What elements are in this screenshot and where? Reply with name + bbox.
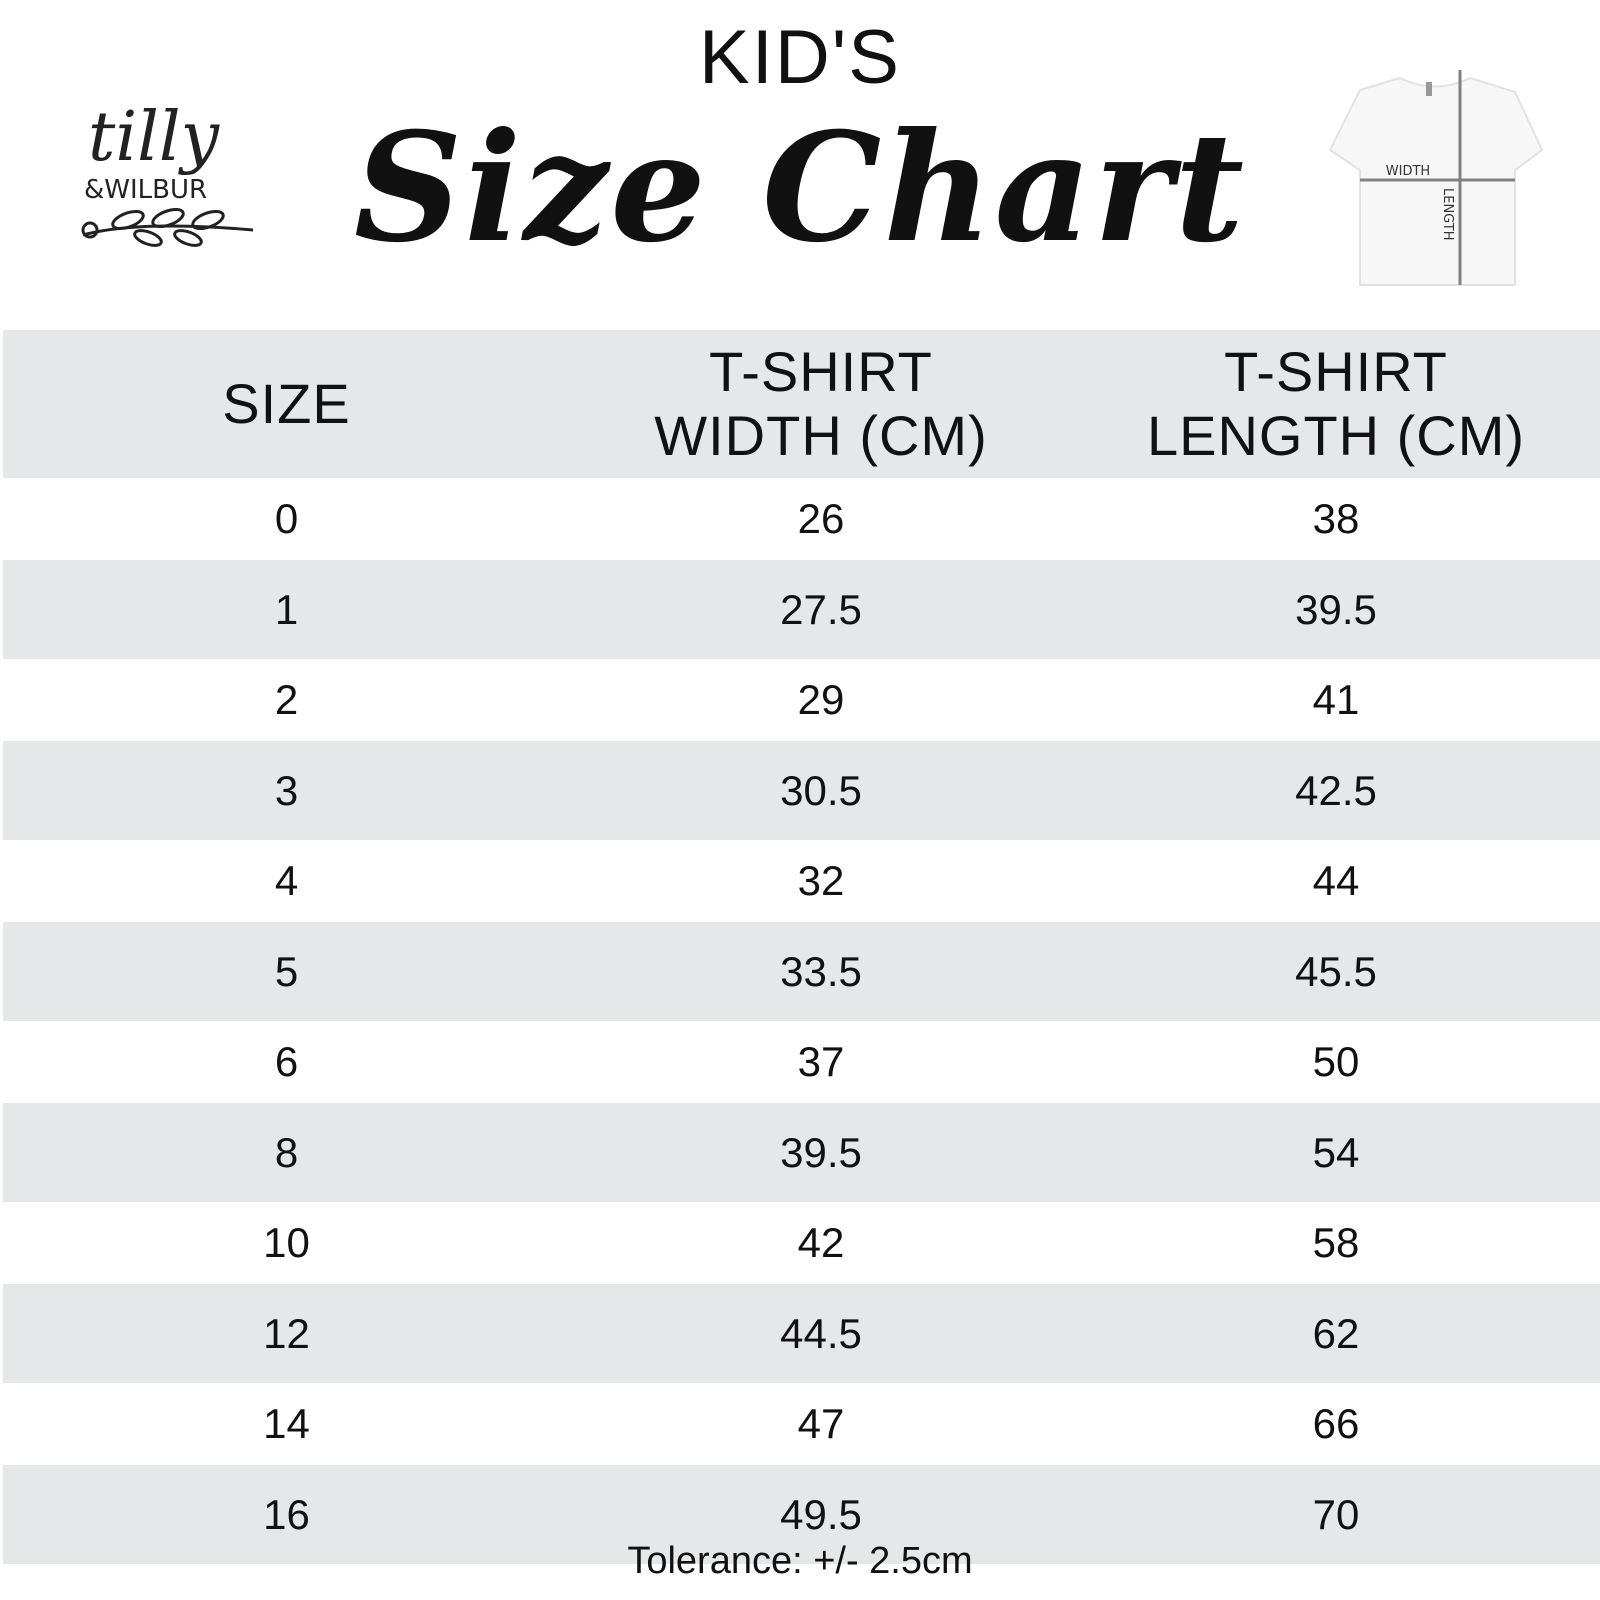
width-cell: 33.5 [570, 922, 1072, 1021]
length-label: LENGTH [1440, 188, 1455, 241]
tshirt-diagram: WIDTH LENGTH [1320, 70, 1550, 290]
svg-text:&WILBUR: &WILBUR [84, 175, 207, 205]
tolerance-note: Tolerance: +/- 2.5cm [627, 1540, 973, 1582]
width-cell: 39.5 [570, 1103, 1072, 1202]
size-cell: 0 [3, 478, 570, 560]
col-width: T-SHIRT WIDTH (CM) [570, 330, 1072, 478]
size-cell: 8 [3, 1103, 570, 1202]
table-header: SIZE T-SHIRT WIDTH (CM) T-SHIRT LENGTH (CM… [3, 330, 1600, 478]
table-row: 8 39.5 54 [3, 1103, 1600, 1202]
length-cell: 44 [1072, 840, 1600, 922]
length-cell: 42.5 [1072, 741, 1600, 840]
size-cell: 4 [3, 840, 570, 922]
table-row: 14 47 66 [3, 1383, 1600, 1465]
size-cell: 1 [3, 560, 570, 659]
size-table: SIZE T-SHIRT WIDTH (CM) T-SHIRT LENGTH (CM… [3, 330, 1600, 1564]
width-cell: 47 [570, 1383, 1072, 1465]
width-cell: 42 [570, 1202, 1072, 1284]
width-cell: 29 [570, 659, 1072, 741]
table-row: 0 26 38 [3, 478, 1600, 560]
length-cell: 66 [1072, 1383, 1600, 1465]
table-row: 10 42 58 [3, 1202, 1600, 1284]
width-cell: 26 [570, 478, 1072, 560]
length-cell: 62 [1072, 1284, 1600, 1383]
length-cell: 45.5 [1072, 922, 1600, 1021]
width-cell: 32 [570, 840, 1072, 922]
table-row: 3 30.5 42.5 [3, 741, 1600, 840]
table-row: 16 49.5 70 [3, 1465, 1600, 1564]
col-size: SIZE [3, 330, 570, 478]
size-cell: 14 [3, 1383, 570, 1465]
table-row: 4 32 44 [3, 840, 1600, 922]
length-cell: 54 [1072, 1103, 1600, 1202]
size-cell: 6 [3, 1021, 570, 1103]
table-row: 1 27.5 39.5 [3, 560, 1600, 659]
svg-text:tilly: tilly [88, 98, 221, 177]
tilly-wilbur-logo: tilly &WILBUR [78, 80, 268, 260]
page-title: Size Chart [353, 100, 1247, 276]
width-cell: 30.5 [570, 741, 1072, 840]
size-cell: 16 [3, 1465, 570, 1564]
length-cell: 38 [1072, 478, 1600, 560]
length-cell: 39.5 [1072, 560, 1600, 659]
length-cell: 41 [1072, 659, 1600, 741]
table-row: 2 29 41 [3, 659, 1600, 741]
size-cell: 10 [3, 1202, 570, 1284]
width-cell: 27.5 [570, 560, 1072, 659]
width-cell: 44.5 [570, 1284, 1072, 1383]
table-row: 5 33.5 45.5 [3, 922, 1600, 1021]
length-cell: 50 [1072, 1021, 1600, 1103]
width-label: WIDTH [1386, 164, 1430, 179]
length-cell: 58 [1072, 1202, 1600, 1284]
size-cell: 5 [3, 922, 570, 1021]
table-row: 6 37 50 [3, 1021, 1600, 1103]
col-length: T-SHIRT LENGTH (CM) [1072, 330, 1600, 478]
size-cell: 2 [3, 659, 570, 741]
width-cell: 49.5 [570, 1465, 1072, 1564]
kids-heading: KID'S [699, 15, 901, 100]
table-row: 12 44.5 62 [3, 1284, 1600, 1383]
size-cell: 3 [3, 741, 570, 840]
width-cell: 37 [570, 1021, 1072, 1103]
length-cell: 70 [1072, 1465, 1600, 1564]
size-cell: 12 [3, 1284, 570, 1383]
